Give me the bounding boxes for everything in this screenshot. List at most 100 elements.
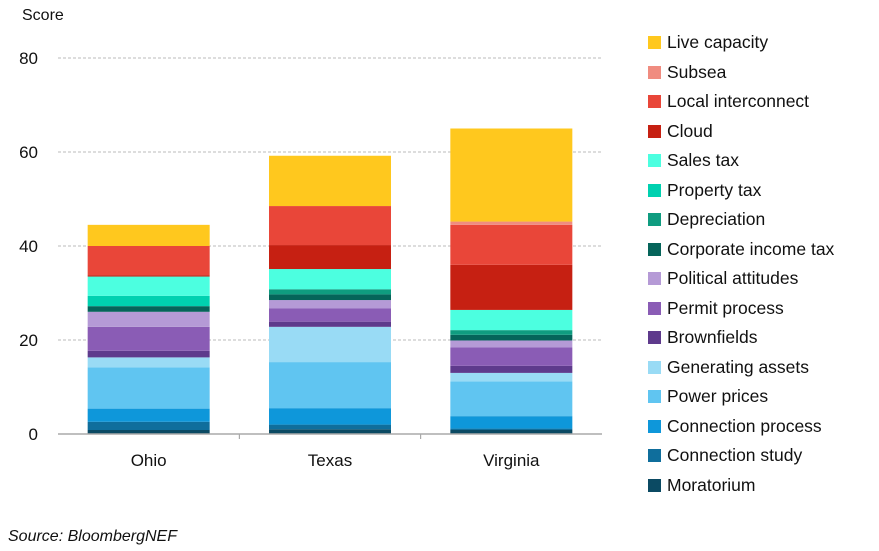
legend-item: Connection process <box>648 412 834 442</box>
y-tick-label: 60 <box>19 143 38 162</box>
legend-label: Brownfields <box>667 327 758 348</box>
legend: Live capacity Subsea Local interconnect Clo… <box>648 28 834 500</box>
y-axis-label: Score <box>22 7 64 24</box>
x-tick-label: Texas <box>308 451 352 470</box>
legend-label: Property tax <box>667 179 762 200</box>
legend-label: Corporate income tax <box>667 238 835 259</box>
bar-segment-cloud <box>450 264 573 310</box>
bar-segment-brownfields <box>450 365 573 373</box>
legend-swatch <box>648 36 661 50</box>
legend-swatch <box>648 331 661 345</box>
legend-item: Generating assets <box>648 353 834 383</box>
legend-item: Permit process <box>648 294 834 324</box>
bar-segment-local-interconnect <box>269 206 391 246</box>
bar-segment-sales-tax <box>87 276 210 296</box>
bar-segment-connection-process <box>450 416 573 429</box>
y-tick-label: 40 <box>19 237 38 256</box>
legend-item: Property tax <box>648 176 834 206</box>
bar-segment-generating-assets <box>450 372 573 382</box>
bar-segment-corporate-income-tax <box>269 294 391 301</box>
source-note: Source: BloombergNEF <box>8 528 177 545</box>
legend-label: Cloud <box>667 120 713 141</box>
bar-segment-corporate-income-tax <box>450 334 573 341</box>
bar-segment-corporate-income-tax <box>87 306 210 312</box>
bar-segment-subsea <box>450 221 573 225</box>
bar-segment-connection-process <box>269 408 391 425</box>
legend-swatch <box>648 478 661 492</box>
bar-segment-generating-assets <box>87 357 210 368</box>
legend-label: Live capacity <box>667 32 769 53</box>
y-tick-label: 0 <box>29 425 38 444</box>
legend-item: Cloud <box>648 117 834 147</box>
bar-segment-brownfields <box>87 350 210 358</box>
legend-item: Power prices <box>648 382 834 412</box>
bar-segment-moratorium <box>269 429 391 434</box>
bar-segment-sales-tax <box>450 309 573 331</box>
legend-swatch <box>648 301 661 315</box>
bar-segment-sales-tax <box>269 269 391 290</box>
legend-label: Local interconnect <box>667 91 810 112</box>
legend-swatch <box>648 419 661 433</box>
bar-segment-property-tax <box>87 295 210 307</box>
bar-segment-permit-process <box>450 347 573 366</box>
legend-item: Local interconnect <box>648 87 834 117</box>
legend-swatch <box>648 213 661 227</box>
legend-swatch <box>648 360 661 374</box>
bar-segment-local-interconnect <box>450 224 573 265</box>
legend-item: Political attitudes <box>648 264 834 294</box>
legend-item: Corporate income tax <box>648 235 834 265</box>
legend-swatch <box>648 183 661 197</box>
legend-label: Political attitudes <box>667 268 799 289</box>
bar-segment-live-capacity <box>269 155 391 207</box>
legend-label: Generating assets <box>667 356 810 377</box>
bar-segment-power-prices <box>450 381 573 417</box>
legend-swatch <box>648 95 661 109</box>
bar-segment-cloud <box>87 275 210 277</box>
bar-segment-brownfields <box>269 321 391 327</box>
legend-item: Subsea <box>648 58 834 88</box>
bar-segment-political-attitudes <box>87 311 210 327</box>
bar-segment-political-attitudes <box>450 340 573 348</box>
bar-segment-connection-process <box>87 408 210 422</box>
legend-item: Sales tax <box>648 146 834 176</box>
bar-segment-power-prices <box>87 367 210 409</box>
bar-segment-live-capacity <box>450 128 573 222</box>
bar-segment-permit-process <box>87 326 210 351</box>
legend-item: Brownfields <box>648 323 834 353</box>
legend-label: Connection process <box>667 415 822 436</box>
bar-segment-cloud <box>269 245 391 270</box>
legend-swatch <box>648 124 661 138</box>
legend-label: Depreciation <box>667 209 766 230</box>
bar-segment-local-interconnect <box>87 246 210 276</box>
bar-segment-connection-study <box>269 424 391 430</box>
legend-swatch <box>648 242 661 256</box>
legend-label: Subsea <box>667 61 727 82</box>
y-tick-label: 80 <box>19 49 38 68</box>
legend-label: Power prices <box>667 386 769 407</box>
legend-label: Sales tax <box>667 150 739 171</box>
legend-label: Connection study <box>667 445 803 466</box>
bar-segment-political-attitudes <box>269 300 391 309</box>
legend-swatch <box>648 65 661 79</box>
legend-swatch <box>648 449 661 463</box>
legend-swatch <box>648 154 661 168</box>
legend-item: Depreciation <box>648 205 834 235</box>
bar-segment-live-capacity <box>87 224 210 246</box>
bar-segment-power-prices <box>269 362 391 409</box>
legend-swatch <box>648 272 661 286</box>
bar-segment-moratorium <box>87 430 210 434</box>
x-tick-label: Ohio <box>131 451 167 470</box>
legend-item: Moratorium <box>648 471 834 501</box>
legend-item: Connection study <box>648 441 834 471</box>
bar-segment-connection-study <box>450 428 573 431</box>
bar-segment-depreciation <box>450 330 573 335</box>
bar-segment-permit-process <box>269 308 391 322</box>
legend-item: Live capacity <box>648 28 834 58</box>
x-tick-label: Virginia <box>483 451 540 470</box>
y-tick-label: 20 <box>19 331 38 350</box>
bar-segment-connection-study <box>87 421 210 431</box>
legend-swatch <box>648 390 661 404</box>
legend-label: Moratorium <box>667 474 756 495</box>
bar-segment-depreciation <box>269 289 391 295</box>
